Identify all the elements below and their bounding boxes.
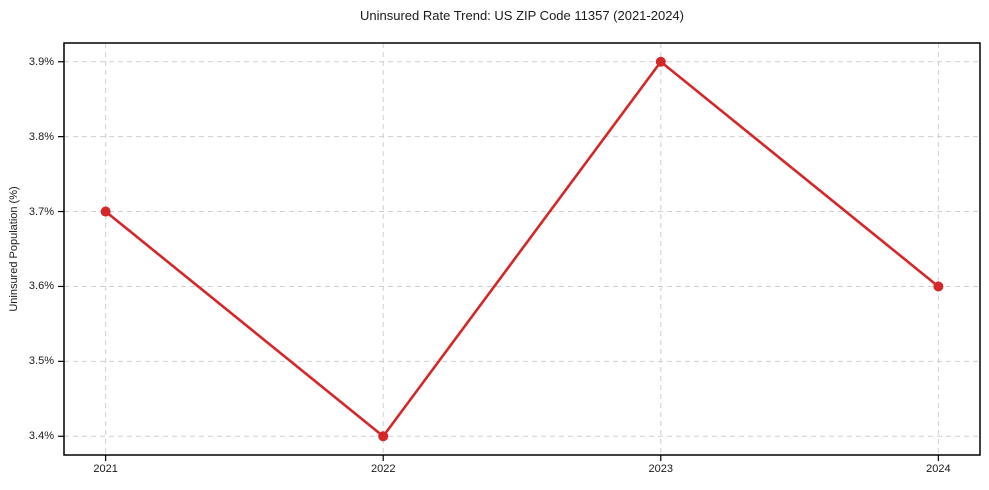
y-tick-label-3.8%: 3.8% [28, 130, 54, 143]
data-point-2023 [655, 56, 666, 67]
x-tick-label-2024: 2024 [926, 463, 951, 475]
y-tick-label-3.9%: 3.9% [28, 55, 54, 68]
x-tick-label-2021: 2021 [93, 463, 118, 475]
axes-frame [63, 42, 981, 456]
chart-title: Uninsured Rate Trend: US ZIP Code 11357 … [360, 8, 684, 23]
y-tick-label-3.4%: 3.4% [28, 430, 54, 443]
data-point-2022 [378, 431, 389, 442]
data-point-2021 [100, 206, 111, 217]
x-tick-label-2022: 2022 [370, 463, 396, 475]
trend-line [104, 60, 940, 438]
data-point-2024 [933, 281, 944, 292]
x-tick-label-2023: 2023 [648, 463, 674, 475]
y-tick-label-3.5%: 3.5% [28, 355, 54, 368]
y-tick-label-3.7%: 3.7% [28, 205, 54, 218]
y-tick-label-3.6%: 3.6% [28, 280, 54, 293]
